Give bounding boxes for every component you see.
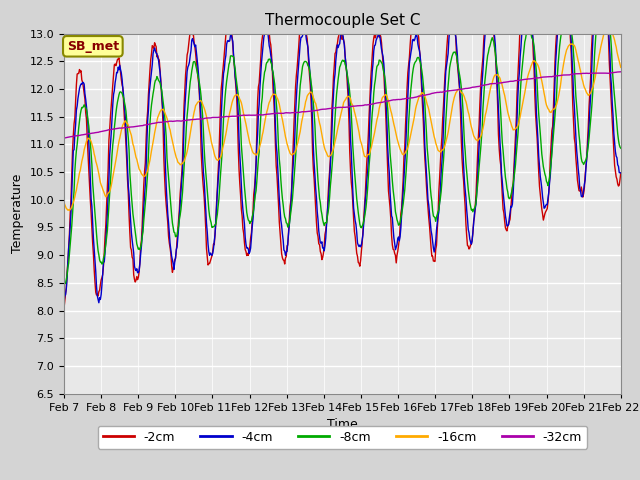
- -2cm: [426, 235, 434, 240]
- -8cm: [127, 192, 135, 198]
- -4cm: [185, 62, 193, 68]
- -16cm: [60, 199, 68, 205]
- -16cm: [65, 208, 73, 214]
- -8cm: [184, 105, 192, 110]
- -16cm: [185, 140, 193, 145]
- -2cm: [127, 247, 135, 253]
- -8cm: [60, 281, 68, 287]
- -16cm: [617, 64, 625, 70]
- Line: -16cm: -16cm: [64, 25, 621, 211]
- Legend: -2cm, -4cm, -8cm, -16cm, -32cm: -2cm, -4cm, -8cm, -16cm, -32cm: [97, 426, 588, 448]
- Title: Thermocouple Set C: Thermocouple Set C: [265, 13, 420, 28]
- -16cm: [128, 137, 136, 143]
- Line: -32cm: -32cm: [64, 72, 621, 138]
- -32cm: [617, 69, 625, 75]
- Line: -2cm: -2cm: [64, 0, 621, 309]
- -32cm: [127, 124, 135, 130]
- Y-axis label: Temperature: Temperature: [11, 174, 24, 253]
- -32cm: [426, 91, 434, 97]
- X-axis label: Time: Time: [327, 418, 358, 431]
- -16cm: [214, 157, 222, 163]
- -32cm: [214, 115, 221, 120]
- -4cm: [95, 300, 102, 306]
- -16cm: [71, 194, 79, 200]
- -8cm: [426, 185, 434, 191]
- -32cm: [184, 117, 192, 123]
- -4cm: [617, 170, 625, 176]
- Text: SB_met: SB_met: [67, 40, 119, 53]
- -4cm: [128, 237, 136, 243]
- -4cm: [60, 300, 68, 305]
- -4cm: [70, 147, 78, 153]
- -8cm: [410, 62, 418, 68]
- Line: -4cm: -4cm: [64, 0, 621, 303]
- -32cm: [60, 135, 68, 141]
- -32cm: [410, 95, 418, 100]
- -2cm: [410, 31, 418, 37]
- -2cm: [70, 121, 78, 127]
- Line: -8cm: -8cm: [64, 0, 621, 284]
- -2cm: [184, 48, 192, 54]
- -2cm: [617, 170, 625, 176]
- -8cm: [214, 211, 221, 217]
- -4cm: [214, 178, 222, 183]
- -2cm: [60, 306, 68, 312]
- -2cm: [214, 186, 221, 192]
- -8cm: [70, 188, 78, 193]
- -8cm: [617, 145, 625, 151]
- -32cm: [70, 133, 78, 139]
- -4cm: [428, 228, 435, 234]
- -16cm: [428, 119, 435, 124]
- -16cm: [605, 23, 613, 28]
- -16cm: [411, 111, 419, 117]
- -4cm: [411, 36, 419, 42]
